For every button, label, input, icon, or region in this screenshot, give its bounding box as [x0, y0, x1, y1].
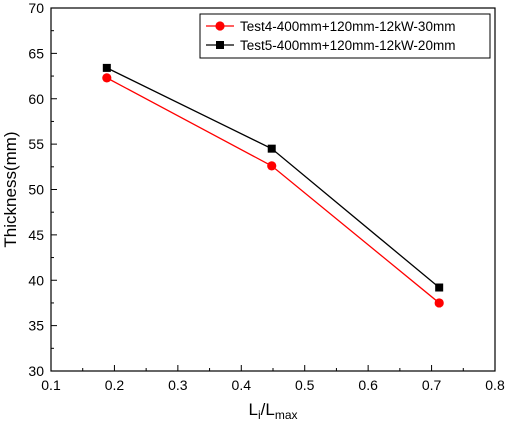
legend-marker: [216, 41, 224, 49]
y-tick-label: 70: [28, 0, 44, 16]
series-layer: [102, 63, 444, 308]
legend-items: Test4-400mm+120mm-12kW-30mm Test5-400mm+1…: [206, 19, 455, 53]
x-tick-label: 0.4: [232, 377, 252, 393]
x-axis-label-mid: /L: [261, 400, 275, 419]
data-point: [267, 161, 277, 171]
data-point: [435, 283, 444, 292]
x-tick-label: 0.6: [358, 377, 378, 393]
x-tick-label: 0.2: [105, 377, 125, 393]
series-2: [102, 63, 444, 292]
legend-item: Test4-400mm+120mm-12kW-30mm: [206, 19, 455, 34]
legend-marker: [215, 21, 225, 31]
x-axis-label: Li/Lmax: [249, 400, 298, 422]
y-tick-label: 55: [28, 136, 44, 152]
y-tick-label: 30: [28, 363, 44, 379]
y-axis-label: Thickness(mm): [1, 131, 20, 247]
y-tick-label: 45: [28, 227, 44, 243]
legend: Test4-400mm+120mm-12kW-30mm Test5-400mm+1…: [199, 13, 491, 59]
y-tick-label: 60: [28, 91, 44, 107]
axis-ticks: 0.1 0.2 0.3 0.4 0.5 0.6 0.7 0.8 30 35 40 45 50 55 60 65…: [28, 0, 505, 393]
legend-label: Test5-400mm+120mm-12kW-20mm: [240, 38, 455, 53]
x-tick-label: 0.8: [485, 377, 505, 393]
legend-item: Test5-400mm+120mm-12kW-20mm: [206, 38, 455, 53]
y-tick-label: 65: [28, 45, 44, 61]
data-point: [102, 73, 112, 83]
x-tick-label: 0.7: [422, 377, 442, 393]
series-1: [102, 73, 444, 308]
data-point: [434, 298, 444, 308]
plot-area-frame: [50, 7, 496, 372]
legend-box: [199, 13, 491, 59]
data-point: [267, 144, 276, 153]
y-tick-label: 35: [28, 318, 44, 334]
legend-label: Test4-400mm+120mm-12kW-30mm: [240, 19, 455, 34]
x-tick-label: 0.5: [295, 377, 315, 393]
x-tick-label: 0.1: [41, 377, 61, 393]
series-line: [106, 67, 440, 289]
y-tick-label: 50: [28, 182, 44, 198]
x-axis-label-sub1: i: [258, 408, 261, 422]
series-line: [106, 77, 440, 304]
data-point: [102, 63, 111, 72]
x-axis-label-sub2: max: [275, 408, 298, 422]
x-tick-label: 0.3: [168, 377, 188, 393]
x-axis-label-main: L: [249, 400, 258, 419]
y-tick-label: 40: [28, 272, 44, 288]
